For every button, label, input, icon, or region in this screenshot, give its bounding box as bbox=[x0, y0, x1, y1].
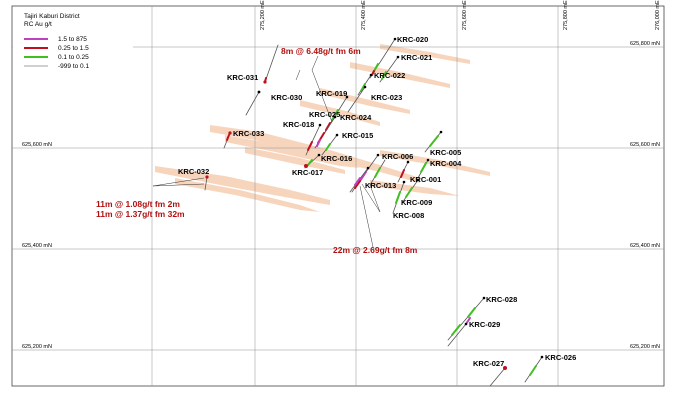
hole-label: KRC-032 bbox=[178, 167, 209, 176]
drill-trace bbox=[263, 44, 279, 84]
easting-label: 275,200 mE bbox=[260, 0, 266, 30]
drill-trace bbox=[401, 179, 419, 204]
drill-trace bbox=[397, 161, 409, 183]
hole-label: KRC-021 bbox=[401, 53, 432, 62]
hole-label: KRC-009 bbox=[401, 198, 432, 207]
drill-trace bbox=[349, 167, 369, 193]
hole-label: KRC-020 bbox=[397, 35, 428, 44]
northing-label: 625,800 mN bbox=[630, 41, 660, 47]
hole-label: KRC-023 bbox=[371, 93, 402, 102]
intercept-annotation: 8m @ 6.48g/t fm 6m bbox=[281, 46, 361, 56]
drill-traces bbox=[204, 38, 543, 387]
hole-label: KRC-001 bbox=[410, 175, 441, 184]
drill-trace bbox=[351, 154, 379, 193]
hole-labels: KRC-020 KRC-021 KRC-022 KRC-023 KRC-031 … bbox=[178, 35, 576, 368]
hole-label: KRC-004 bbox=[430, 159, 462, 168]
northing-label: 625,400 mN bbox=[630, 243, 660, 249]
hole-label: KRC-022 bbox=[374, 71, 405, 80]
drill-trace bbox=[305, 124, 321, 156]
drill-trace bbox=[369, 159, 386, 186]
drill-trace bbox=[379, 56, 399, 83]
hole-label: KRC-018 bbox=[283, 120, 314, 129]
drill-trace bbox=[357, 74, 372, 96]
legend: Tajiri Kaburi District RC Au g/t 1.5 to … bbox=[13, 7, 133, 70]
hole-label: KRC-005 bbox=[430, 148, 461, 157]
drill-trace bbox=[447, 297, 485, 341]
northing-label: 625,200 mN bbox=[22, 344, 52, 350]
legend-item-label: 1.5 to 875 bbox=[58, 36, 87, 43]
intercept-annotations: 8m @ 6.48g/t fm 6m 11m @ 1.08g/t fm 2m 1… bbox=[96, 46, 418, 255]
drill-trace bbox=[524, 356, 543, 383]
hole-label: KRC-033 bbox=[233, 129, 264, 138]
hole-label: KRC-031 bbox=[227, 73, 258, 82]
hole-label: KRC-030 bbox=[271, 93, 302, 102]
easting-label: 276,000 mE bbox=[655, 0, 661, 30]
intercept-annotation: 11m @ 1.08g/t fm 2m bbox=[96, 199, 180, 209]
northing-label: 625,600 mN bbox=[630, 142, 660, 148]
easting-labels: 275,200 mE 275,400 mE 275,600 mE 275,800… bbox=[260, 0, 661, 30]
hole-label: KRC-015 bbox=[342, 131, 373, 140]
hole-label: KRC-008 bbox=[393, 211, 424, 220]
intercept-annotation: 11m @ 1.37g/t fm 32m bbox=[96, 209, 185, 219]
ore-bodies bbox=[155, 44, 490, 212]
hole-label: KRC-019 bbox=[316, 89, 347, 98]
drill-trace bbox=[314, 116, 336, 149]
drill-trace bbox=[204, 175, 209, 191]
hole-label: KRC-013 bbox=[365, 181, 396, 190]
northing-labels-right: 625,800 mN 625,600 mN 625,400 mN 625,200… bbox=[630, 41, 660, 350]
leader-lines bbox=[152, 55, 381, 248]
drill-trace bbox=[392, 181, 405, 214]
easting-label: 275,800 mE bbox=[563, 0, 569, 30]
drill-trace bbox=[489, 366, 507, 387]
hole-label: KRC-026 bbox=[545, 353, 576, 362]
legend-item-label: 0.1 to 0.25 bbox=[58, 54, 89, 61]
legend-subtitle: RC Au g/t bbox=[24, 21, 52, 28]
northing-label: 625,400 mN bbox=[22, 243, 52, 249]
hole-label: KRC-006 bbox=[382, 152, 413, 161]
drill-trace bbox=[424, 131, 442, 153]
easting-label: 275,400 mE bbox=[361, 0, 367, 30]
hole-label: KRC-025 bbox=[309, 110, 340, 119]
map-frame bbox=[11, 5, 665, 387]
northing-label: 625,600 mN bbox=[22, 142, 52, 148]
drill-trace bbox=[223, 131, 232, 149]
hole-label: KRC-029 bbox=[469, 320, 500, 329]
northing-labels-left: 625,600 mN 625,400 mN 625,200 mN bbox=[22, 142, 52, 350]
hole-label: KRC-016 bbox=[321, 154, 352, 163]
drill-trace bbox=[347, 86, 366, 113]
hole-label: KRC-027 bbox=[473, 359, 504, 368]
drill-trace bbox=[304, 154, 320, 169]
legend-item-label: -999 to 0.1 bbox=[58, 63, 89, 70]
drill-trace bbox=[321, 134, 338, 156]
northing-label: 625,200 mN bbox=[630, 344, 660, 350]
collars bbox=[317, 37, 544, 359]
grid bbox=[12, 6, 664, 386]
legend-title: Tajiri Kaburi District bbox=[24, 13, 80, 20]
intercept-annotation: 22m @ 2.69g/t fm 8m bbox=[333, 245, 418, 255]
drill-trace bbox=[245, 90, 261, 116]
hole-label: KRC-028 bbox=[486, 295, 517, 304]
hole-label: KRC-017 bbox=[292, 168, 323, 177]
legend-item-label: 0.25 to 1.5 bbox=[58, 45, 89, 52]
drill-trace bbox=[417, 159, 429, 179]
easting-label: 275,600 mE bbox=[462, 0, 468, 30]
drill-trace bbox=[369, 38, 396, 79]
hole-label: KRC-024 bbox=[340, 113, 372, 122]
